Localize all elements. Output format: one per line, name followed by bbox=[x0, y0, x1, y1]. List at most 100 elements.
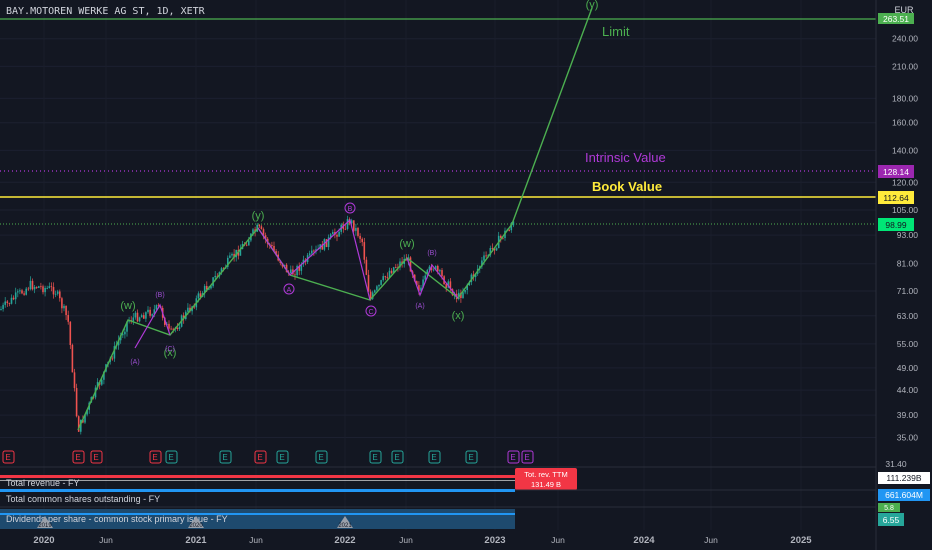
candle-body bbox=[245, 244, 248, 246]
price-tick-label: 44.00 bbox=[897, 385, 919, 395]
candle-body bbox=[466, 285, 468, 291]
candle-body bbox=[445, 284, 447, 288]
candle-body bbox=[124, 331, 126, 335]
candle-body bbox=[54, 293, 57, 295]
earnings-event-icon bbox=[507, 450, 520, 464]
candle-body bbox=[500, 235, 502, 238]
earnings-event-icon bbox=[90, 450, 103, 464]
candle-body bbox=[418, 285, 420, 291]
candle-body bbox=[449, 281, 452, 290]
candle-body bbox=[489, 248, 492, 256]
candle-body bbox=[153, 309, 156, 315]
price-axis[interactable] bbox=[876, 0, 932, 550]
candle-body bbox=[361, 238, 363, 243]
book-value-label: Book Value bbox=[592, 179, 662, 194]
candle-body bbox=[252, 229, 254, 234]
price-tick-label: 93.00 bbox=[897, 230, 919, 240]
price-tick-label: 120.00 bbox=[892, 177, 918, 187]
candle-body bbox=[239, 249, 242, 256]
candle-body bbox=[40, 286, 42, 288]
dividend-badges: 2019 2020 2021 bbox=[37, 516, 353, 529]
earnings-event-icon bbox=[428, 450, 441, 464]
candle-body bbox=[101, 379, 103, 385]
candle-body bbox=[149, 309, 151, 316]
candle-body bbox=[290, 269, 292, 274]
dividend-value-badge-a bbox=[878, 503, 900, 512]
earnings-event-letter: E bbox=[257, 453, 262, 462]
earnings-event-icon bbox=[219, 450, 232, 464]
candle-body bbox=[512, 221, 515, 226]
time-axis-label: Jun bbox=[704, 535, 718, 545]
earnings-event-icon bbox=[369, 450, 382, 464]
time-axis-label: Jun bbox=[249, 535, 263, 545]
dividend-value-badge-b-text: 6.55 bbox=[883, 515, 900, 525]
candle-body bbox=[73, 372, 76, 389]
candle-body bbox=[283, 264, 286, 267]
candle-body bbox=[19, 290, 21, 292]
earnings-event-letter: E bbox=[5, 453, 10, 462]
price-tick-label: 180.00 bbox=[892, 93, 918, 103]
candle-body bbox=[367, 274, 370, 292]
candle-body bbox=[75, 388, 78, 417]
revenue-value-badge-text: 111.239B bbox=[886, 473, 921, 483]
candle-body bbox=[413, 274, 416, 282]
candle-body bbox=[315, 249, 317, 252]
time-axis-label: 2023 bbox=[484, 535, 505, 546]
earnings-event-letter: E bbox=[372, 453, 377, 462]
candle-body bbox=[380, 280, 382, 285]
candle-body bbox=[451, 289, 454, 296]
candle-body bbox=[206, 285, 208, 290]
candle-body bbox=[71, 344, 74, 373]
candle-body bbox=[214, 275, 216, 278]
candle-body bbox=[510, 225, 513, 231]
time-axis[interactable] bbox=[0, 530, 876, 550]
candle-body bbox=[220, 268, 223, 273]
revenue-tooltip bbox=[515, 468, 577, 490]
wave-path-right-abc bbox=[406, 257, 459, 299]
wave-label-b-right: (B) bbox=[427, 250, 436, 257]
price-tick-label: 140.00 bbox=[892, 145, 918, 155]
wave-label-a-left: (A) bbox=[130, 359, 139, 366]
intrinsic-value-label: Intrinsic Value bbox=[585, 150, 666, 165]
candle-body bbox=[399, 261, 401, 268]
candle-body bbox=[382, 276, 384, 281]
candle-body bbox=[344, 228, 347, 230]
candle-body bbox=[17, 291, 19, 293]
candle-body bbox=[447, 281, 450, 288]
candle-body bbox=[12, 297, 15, 300]
candle-body bbox=[378, 284, 380, 287]
candle-body bbox=[208, 288, 210, 290]
candle-body bbox=[77, 416, 80, 432]
candle-body bbox=[143, 315, 145, 319]
candle-body bbox=[262, 229, 265, 236]
wave-path-left-abc bbox=[134, 303, 171, 349]
candle-body bbox=[395, 267, 397, 269]
candle-body bbox=[59, 291, 61, 299]
earnings-event-letter: E bbox=[279, 453, 284, 462]
candle-body bbox=[164, 317, 166, 325]
candle-body bbox=[325, 239, 328, 248]
earnings-event-letter: E bbox=[394, 453, 399, 462]
candle-body bbox=[222, 268, 225, 270]
candle-body bbox=[23, 293, 25, 295]
intrinsic-price-badge-text: 128.14 bbox=[883, 167, 909, 177]
wave-label-b-left: (B) bbox=[155, 292, 164, 299]
candle-body bbox=[122, 334, 124, 336]
candle-body bbox=[409, 257, 412, 272]
candle-body bbox=[264, 235, 267, 239]
candle-body bbox=[25, 288, 27, 295]
candle-body bbox=[302, 259, 305, 265]
candle-body bbox=[182, 315, 185, 319]
dividend-value-badge-a-text: 5.8 bbox=[884, 505, 894, 512]
candle-body bbox=[96, 381, 99, 388]
candle-body bbox=[308, 253, 311, 256]
candle-body bbox=[434, 265, 437, 270]
revenue-tooltip-title: Tot. rev. TTM bbox=[524, 470, 567, 479]
candle-body bbox=[428, 266, 431, 270]
candle-body bbox=[464, 290, 466, 293]
candle-body bbox=[132, 317, 135, 322]
candle-body bbox=[31, 280, 34, 290]
candle-body bbox=[8, 303, 11, 304]
